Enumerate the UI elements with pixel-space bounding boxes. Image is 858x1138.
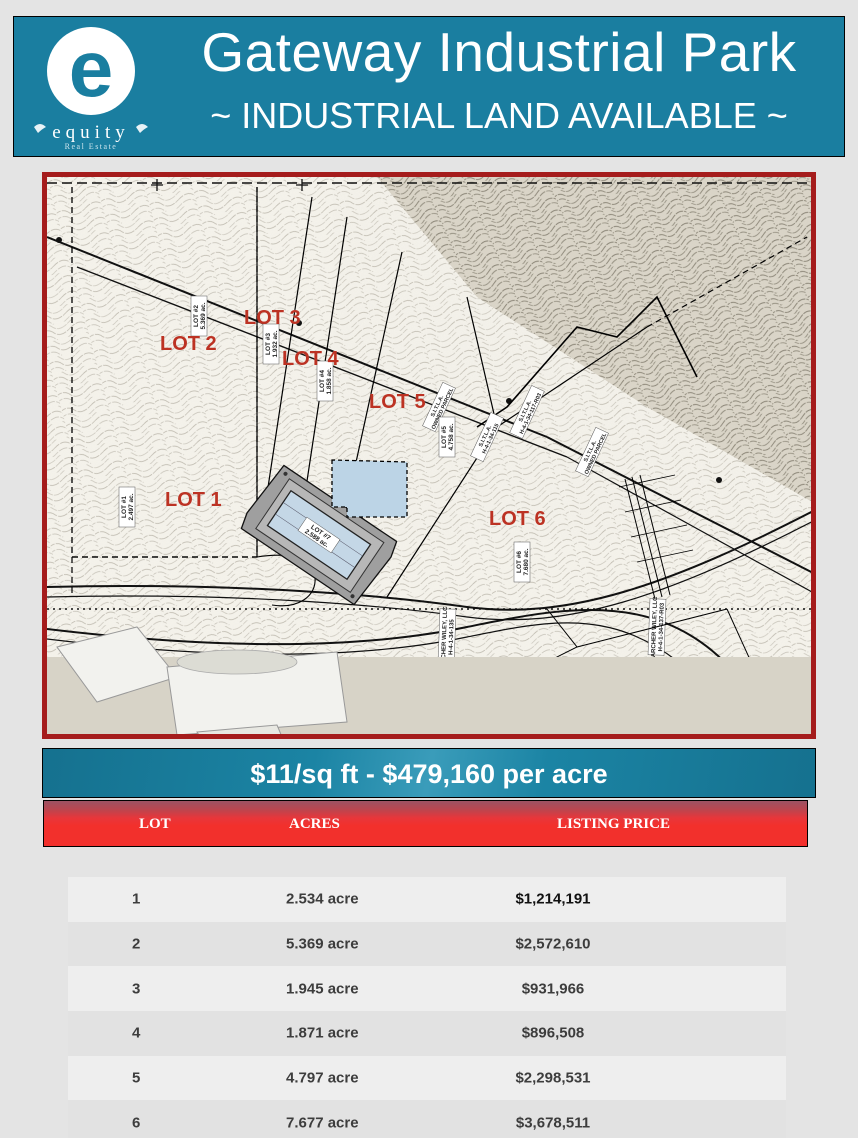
- svg-text:2.497 ac.: 2.497 ac.: [128, 493, 135, 520]
- svg-text:1.932 ac.: 1.932 ac.: [272, 330, 279, 357]
- svg-text:LOT #1: LOT #1: [121, 496, 128, 518]
- svg-text:LOT #4: LOT #4: [319, 370, 326, 392]
- svg-text:5.369 ac.: 5.369 ac.: [200, 302, 207, 329]
- svg-text:LOT #6: LOT #6: [516, 551, 523, 573]
- svg-text:e: e: [69, 27, 114, 113]
- svg-text:LOT #2: LOT #2: [193, 305, 200, 327]
- svg-text:1.858 ac.: 1.858 ac.: [326, 367, 333, 394]
- svg-text:LOT #3: LOT #3: [265, 333, 272, 355]
- svg-text:4.758 ac.: 4.758 ac.: [448, 423, 455, 450]
- svg-text:7.680 ac.: 7.680 ac.: [523, 548, 530, 575]
- svg-text:LOT #5: LOT #5: [441, 426, 448, 448]
- svg-text:H-4-1-34-135: H-4-1-34-135: [448, 619, 455, 656]
